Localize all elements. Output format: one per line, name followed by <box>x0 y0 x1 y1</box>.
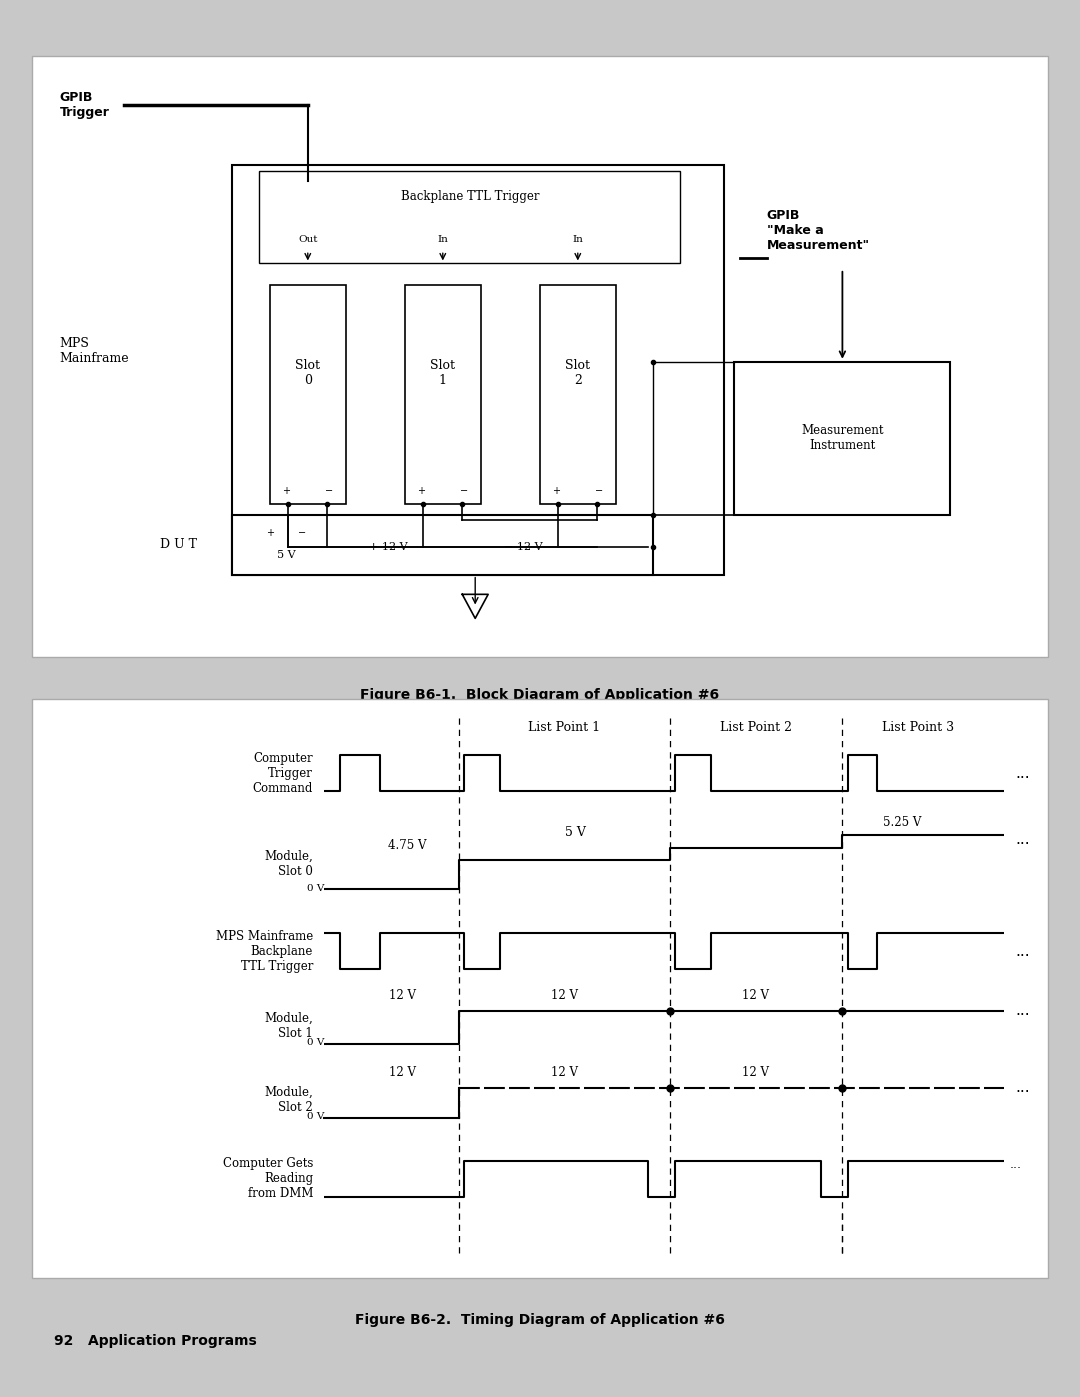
Text: +: + <box>266 528 274 538</box>
Bar <box>405 285 481 504</box>
Text: 5 V: 5 V <box>276 550 296 560</box>
Text: +: + <box>282 486 291 496</box>
Text: +: + <box>417 486 426 496</box>
Text: 5.25 V: 5.25 V <box>882 816 921 828</box>
Text: 12 V: 12 V <box>389 989 416 1003</box>
Text: −: − <box>595 486 604 496</box>
Text: Module,
Slot 0: Module, Slot 0 <box>265 851 313 879</box>
Text: 92   Application Programs: 92 Application Programs <box>54 1334 257 1348</box>
Text: Slot
2: Slot 2 <box>565 359 591 387</box>
Text: 0 V: 0 V <box>307 1112 324 1122</box>
Text: 12 V: 12 V <box>551 1066 578 1080</box>
Text: List Point 3: List Point 3 <box>882 721 954 733</box>
Text: GPIB
Trigger: GPIB Trigger <box>59 91 109 119</box>
Text: List Point 1: List Point 1 <box>528 721 600 733</box>
Text: MPS
Mainframe: MPS Mainframe <box>59 337 129 365</box>
Bar <box>734 362 950 514</box>
Bar <box>270 285 346 504</box>
Text: MPS Mainframe
Backplane
TTL Trigger: MPS Mainframe Backplane TTL Trigger <box>216 929 313 972</box>
Text: Computer
Trigger
Command: Computer Trigger Command <box>253 752 313 795</box>
Text: ...: ... <box>1010 1158 1022 1171</box>
Text: Figure B6-1.  Block Diagram of Application #6: Figure B6-1. Block Diagram of Applicatio… <box>361 687 719 701</box>
Bar <box>232 165 724 574</box>
Text: Slot
0: Slot 0 <box>295 359 321 387</box>
Text: Measurement
Instrument: Measurement Instrument <box>801 425 883 453</box>
Text: 5 V: 5 V <box>565 826 585 840</box>
Text: 0 V: 0 V <box>307 1038 324 1046</box>
Text: Out: Out <box>298 235 318 244</box>
Text: 12 V: 12 V <box>743 1066 769 1080</box>
Bar <box>259 170 680 264</box>
Text: ...: ... <box>1015 1080 1030 1095</box>
Bar <box>232 514 653 574</box>
Text: 12 V: 12 V <box>389 1066 416 1080</box>
Text: Module,
Slot 1: Module, Slot 1 <box>265 1011 313 1039</box>
Text: In: In <box>437 235 448 244</box>
Text: + 12 V: + 12 V <box>369 542 408 552</box>
Text: In: In <box>572 235 583 244</box>
Text: 4.75 V: 4.75 V <box>389 838 427 852</box>
Text: Slot
1: Slot 1 <box>430 359 456 387</box>
Text: Backplane TTL Trigger: Backplane TTL Trigger <box>401 190 539 203</box>
Text: −: − <box>325 486 334 496</box>
Text: ...: ... <box>1015 766 1030 781</box>
Text: 12 V: 12 V <box>743 989 769 1003</box>
Text: D U T: D U T <box>160 538 197 552</box>
Text: 0 V: 0 V <box>307 884 324 894</box>
Text: ...: ... <box>1015 943 1030 958</box>
Text: −: − <box>460 486 469 496</box>
Text: Computer Gets
Reading
from DMM: Computer Gets Reading from DMM <box>222 1157 313 1200</box>
Text: Figure B6-2.  Timing Diagram of Application #6: Figure B6-2. Timing Diagram of Applicati… <box>355 1313 725 1327</box>
Text: ...: ... <box>1015 831 1030 847</box>
Text: 12 V: 12 V <box>551 989 578 1003</box>
Text: ...: ... <box>1015 1003 1030 1018</box>
Text: −: − <box>298 528 307 538</box>
Text: +: + <box>552 486 561 496</box>
Text: GPIB
"Make a
Measurement": GPIB "Make a Measurement" <box>767 210 869 251</box>
Bar <box>540 285 616 504</box>
Text: − 12 V: − 12 V <box>504 542 543 552</box>
Text: List Point 2: List Point 2 <box>720 721 792 733</box>
Text: Module,
Slot 2: Module, Slot 2 <box>265 1087 313 1115</box>
